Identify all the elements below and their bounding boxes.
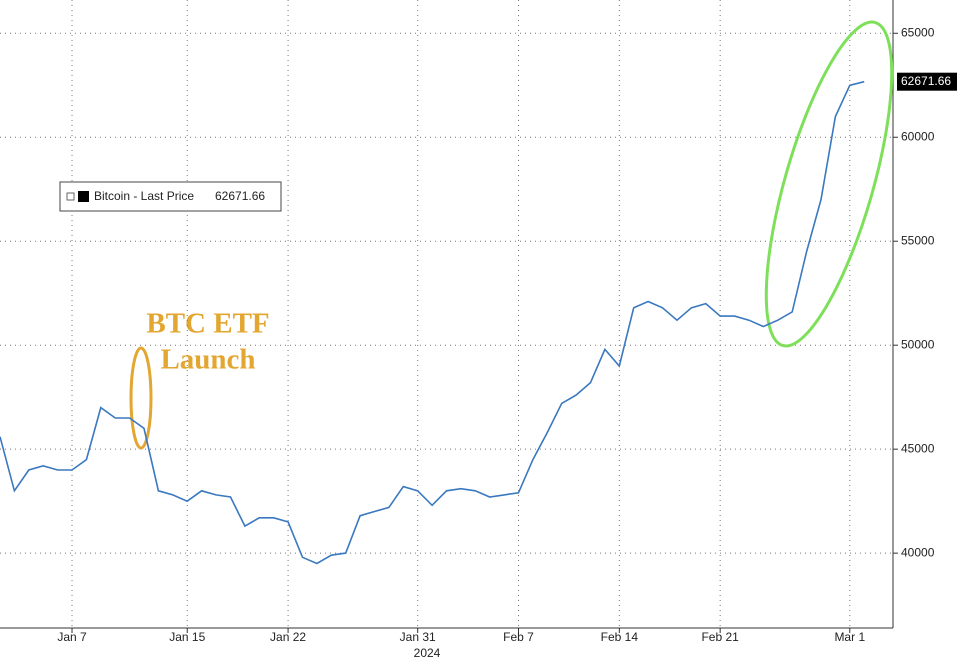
legend-value: 62671.66 — [215, 189, 265, 203]
x-tick-label: Feb 14 — [601, 630, 639, 644]
x-tick-label: Jan 7 — [57, 630, 87, 644]
x-tick-label: Feb 21 — [701, 630, 739, 644]
y-tick-label: 45000 — [901, 441, 935, 455]
x-tick-label: Mar 1 — [834, 630, 865, 644]
legend-box — [59, 181, 282, 212]
x-tick-label: Jan 15 — [169, 630, 205, 644]
y-tick-label: 60000 — [901, 129, 935, 143]
y-tick-label: 55000 — [901, 233, 935, 247]
legend-swatch — [78, 191, 89, 202]
y-tick-label: 40000 — [901, 545, 935, 559]
highlight-ellipse — [764, 20, 894, 348]
x-tick-label: Jan 22 — [270, 630, 306, 644]
y-tick-label: 65000 — [901, 25, 935, 39]
highlight-ellipse — [129, 346, 153, 450]
x-tick-label: Feb 7 — [503, 630, 534, 644]
y-tick-label: 50000 — [901, 337, 935, 351]
last-price-tag — [897, 72, 957, 91]
last-price-label: 62671.66 — [901, 74, 951, 88]
legend-icon — [66, 192, 75, 201]
x-year-label: 2024 — [414, 646, 441, 660]
x-tick-label: Jan 31 — [400, 630, 436, 644]
price-line — [0, 80, 865, 565]
legend-label: Bitcoin - Last Price — [94, 189, 194, 203]
annotation: BTC ETF — [146, 308, 269, 340]
annotation: Launch — [160, 344, 255, 376]
